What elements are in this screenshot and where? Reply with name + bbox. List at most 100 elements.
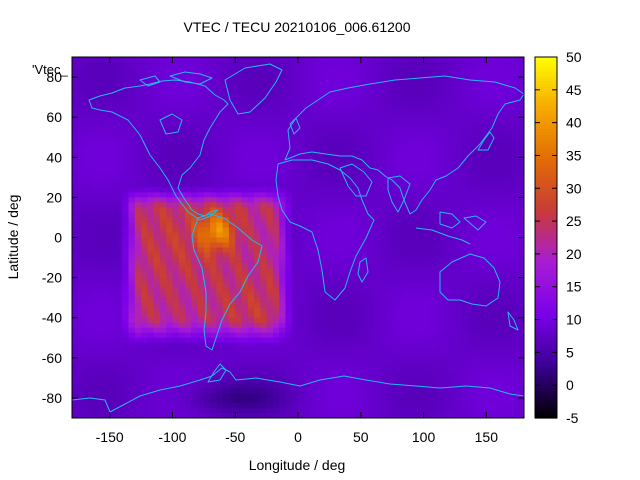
- heatmap-cell: [247, 382, 255, 389]
- heatmap-cell: [254, 132, 261, 138]
- heatmap-cell: [228, 107, 236, 113]
- heatmap-cell: [411, 152, 418, 158]
- heatmap-cell: [398, 367, 406, 374]
- heatmap-cell: [185, 112, 192, 118]
- heatmap-cell: [411, 252, 418, 259]
- heatmap-cell: [153, 192, 161, 198]
- heatmap-cell: [159, 202, 167, 209]
- heatmap-cell: [109, 122, 117, 128]
- heatmap-cell: [385, 72, 393, 78]
- heatmap-cell: [197, 152, 205, 158]
- heatmap-cell: [423, 107, 431, 113]
- heatmap-cell: [134, 217, 142, 224]
- heatmap-cell: [266, 147, 274, 153]
- heatmap-cell: [298, 122, 305, 128]
- heatmap-cell: [241, 62, 249, 68]
- heatmap-cell: [442, 172, 450, 178]
- heatmap-cell: [128, 272, 136, 279]
- heatmap-cell: [511, 92, 519, 98]
- heatmap-cell: [473, 197, 481, 203]
- heatmap-cell: [454, 397, 462, 404]
- heatmap-cell: [235, 322, 243, 329]
- heatmap-cell: [122, 97, 130, 103]
- heatmap-cell: [473, 297, 481, 304]
- heatmap-cell: [411, 142, 418, 148]
- heatmap-cell: [159, 257, 167, 264]
- heatmap-cell: [498, 367, 506, 374]
- heatmap-cell: [178, 72, 186, 78]
- heatmap-cell: [423, 82, 431, 88]
- heatmap-cell: [78, 257, 86, 264]
- heatmap-cell: [335, 57, 343, 63]
- heatmap-cell: [385, 167, 393, 173]
- heatmap-cell: [134, 117, 142, 123]
- heatmap-cell: [517, 67, 524, 73]
- heatmap-cell: [360, 282, 368, 289]
- heatmap-cell: [191, 112, 199, 118]
- heatmap-cell: [436, 377, 443, 384]
- heatmap-cell: [122, 152, 130, 158]
- heatmap-cell: [166, 272, 174, 279]
- heatmap-cell: [417, 332, 425, 339]
- heatmap-cell: [166, 232, 174, 239]
- heatmap-cell: [84, 352, 92, 359]
- heatmap-cell: [323, 302, 330, 309]
- heatmap-cell: [492, 292, 500, 299]
- heatmap-cell: [153, 382, 161, 389]
- heatmap-cell: [348, 347, 356, 354]
- heatmap-cell: [385, 282, 393, 289]
- heatmap-cell: [279, 352, 287, 359]
- heatmap-cell: [467, 87, 475, 93]
- heatmap-cell: [398, 317, 406, 324]
- heatmap-cell: [216, 82, 224, 88]
- heatmap-cell: [310, 197, 318, 203]
- heatmap-cell: [298, 127, 305, 133]
- heatmap-cell: [354, 362, 362, 369]
- heatmap-cell: [285, 102, 293, 108]
- heatmap-cell: [90, 397, 98, 404]
- heatmap-cell: [348, 312, 356, 319]
- heatmap-cell: [354, 257, 362, 264]
- heatmap-cell: [254, 137, 261, 143]
- heatmap-cell: [505, 242, 513, 249]
- heatmap-cell: [467, 162, 475, 168]
- heatmap-cell: [166, 282, 174, 289]
- heatmap-cell: [166, 382, 174, 389]
- heatmap-cell: [517, 377, 524, 384]
- heatmap-cell: [115, 272, 123, 279]
- heatmap-cell: [341, 62, 349, 68]
- heatmap-cell: [109, 367, 117, 374]
- heatmap-cell: [411, 122, 418, 128]
- heatmap-cell: [423, 362, 431, 369]
- heatmap-cell: [222, 187, 230, 193]
- heatmap-cell: [323, 142, 330, 148]
- heatmap-cell: [511, 77, 519, 83]
- heatmap-cell: [97, 157, 104, 163]
- heatmap-cell: [279, 392, 287, 399]
- heatmap-cell: [178, 142, 186, 148]
- heatmap-cell: [228, 182, 236, 188]
- heatmap-cell: [235, 332, 243, 339]
- heatmap-cell: [203, 97, 211, 103]
- heatmap-cell: [210, 242, 217, 249]
- heatmap-cell: [216, 137, 224, 143]
- heatmap-cell: [128, 172, 136, 178]
- heatmap-cell: [235, 312, 243, 319]
- heatmap-cell: [128, 62, 136, 68]
- heatmap-cell: [254, 77, 261, 83]
- heatmap-cell: [379, 337, 387, 344]
- heatmap-cell: [109, 147, 117, 153]
- heatmap-cell: [385, 87, 393, 93]
- heatmap-cell: [134, 177, 142, 183]
- heatmap-cell: [367, 307, 374, 314]
- heatmap-cell: [348, 137, 356, 143]
- heatmap-cell: [354, 92, 362, 98]
- heatmap-cell: [122, 222, 130, 229]
- heatmap-cell: [109, 402, 117, 409]
- heatmap-cell: [385, 267, 393, 274]
- heatmap-cell: [505, 92, 513, 98]
- heatmap-cell: [279, 252, 287, 259]
- heatmap-cell: [241, 247, 249, 254]
- heatmap-cell: [454, 92, 462, 98]
- heatmap-cell: [454, 337, 462, 344]
